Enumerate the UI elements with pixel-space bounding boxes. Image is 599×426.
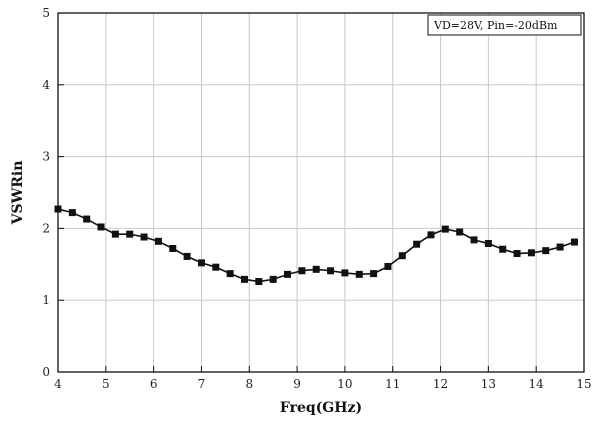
data-point <box>427 231 435 239</box>
data-point <box>68 209 76 217</box>
data-point <box>384 262 392 270</box>
grid-lines <box>57 12 585 373</box>
x-tick-label: 12 <box>433 377 448 391</box>
x-tick-label: 4 <box>54 377 62 391</box>
y-tick-label: 5 <box>42 6 50 20</box>
data-point <box>154 237 162 245</box>
y-axis: 0 1 2 3 4 5 <box>42 6 64 379</box>
data-point <box>542 247 550 255</box>
data-point <box>240 275 248 283</box>
data-point <box>355 270 363 278</box>
x-tick-label: 7 <box>198 377 206 391</box>
data-point <box>212 263 220 271</box>
data-point <box>441 225 449 233</box>
x-tick-label: 14 <box>529 377 545 391</box>
x-tick-label: 9 <box>293 377 301 391</box>
x-tick-label: 10 <box>337 377 352 391</box>
plot-frame <box>57 12 585 373</box>
data-point <box>370 270 378 278</box>
y-tick-label: 4 <box>42 78 50 92</box>
data-point <box>169 245 177 253</box>
data-point <box>140 233 148 241</box>
data-point <box>499 245 507 253</box>
y-tick-label: 2 <box>42 221 50 235</box>
data-point <box>255 278 263 286</box>
data-point <box>183 252 191 260</box>
legend-box: VD=28V, Pin=-20dBm <box>427 14 582 36</box>
x-axis: 4 5 6 7 8 9 10 11 12 13 14 15 <box>54 366 592 391</box>
x-tick-label: 11 <box>385 377 400 391</box>
data-point <box>284 270 292 278</box>
data-point <box>126 230 134 238</box>
data-point <box>298 267 306 275</box>
data-point <box>470 236 478 244</box>
x-tick-label: 6 <box>150 377 158 391</box>
data-point <box>312 265 320 273</box>
legend-entry: VD=28V, Pin=-20dBm <box>433 19 558 32</box>
data-point <box>456 228 464 236</box>
data-point <box>398 252 406 260</box>
data-point <box>513 250 521 258</box>
data-point <box>197 259 205 267</box>
data-point <box>269 275 277 283</box>
y-tick-label: 3 <box>42 150 50 164</box>
data-point <box>327 267 335 275</box>
data-point <box>556 243 564 251</box>
data-point <box>527 249 535 257</box>
data-point <box>570 238 578 246</box>
data-point <box>484 239 492 247</box>
data-point <box>83 215 91 223</box>
data-point <box>226 270 234 278</box>
x-tick-label: 5 <box>102 377 110 391</box>
series-markers <box>54 205 578 286</box>
y-tick-label: 0 <box>42 365 50 379</box>
data-point <box>413 240 421 248</box>
y-axis-title: VSWRin <box>10 161 26 226</box>
x-axis-title: Freq(GHz) <box>280 400 362 416</box>
x-tick-label: 13 <box>481 377 496 391</box>
data-point <box>97 223 105 231</box>
data-point <box>111 230 119 238</box>
y-tick-label: 1 <box>42 293 50 307</box>
x-tick-label: 8 <box>245 377 253 391</box>
x-tick-label: 15 <box>576 377 591 391</box>
data-point <box>341 269 349 277</box>
